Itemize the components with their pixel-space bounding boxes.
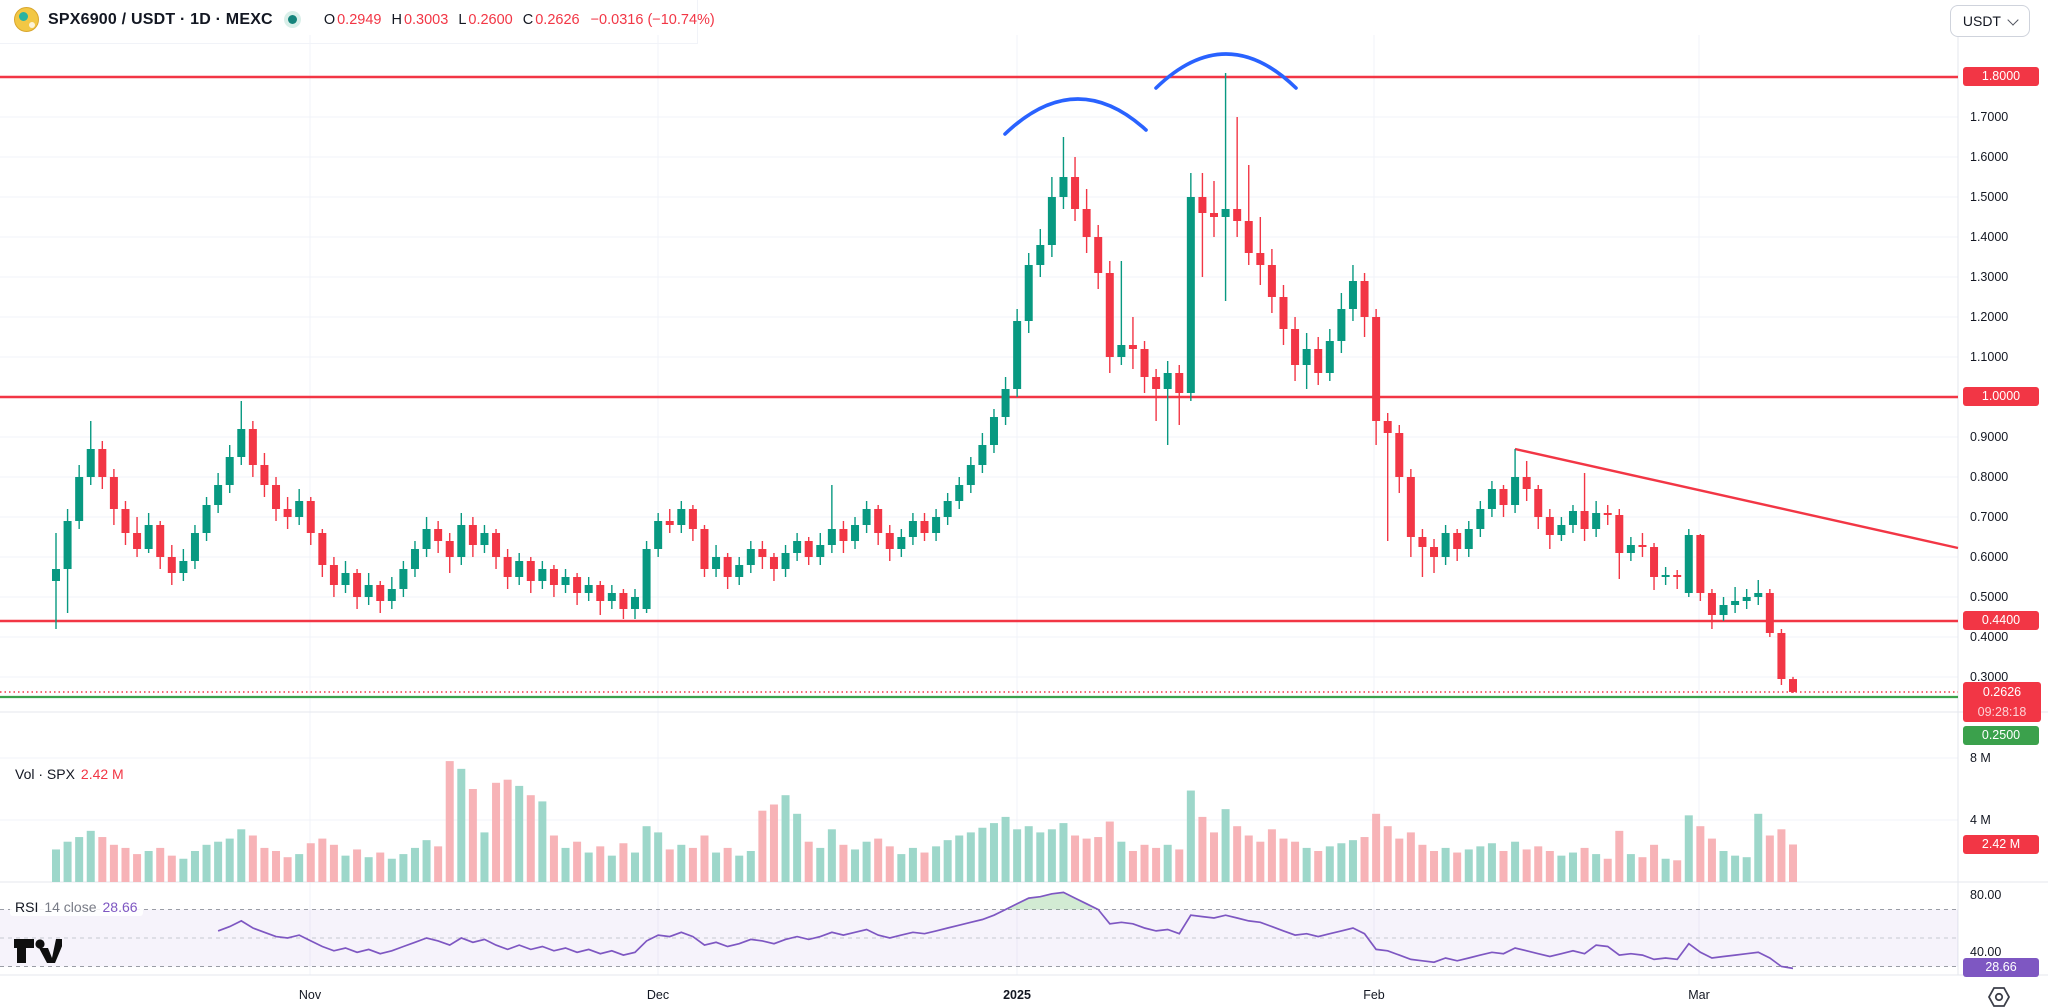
ohlc-item: C 0.2626 (522, 11, 580, 28)
price-axis-tick: 1.5000 (1970, 190, 2009, 204)
volume-legend-value: 2.42 M (80, 766, 124, 782)
symbol-title[interactable]: SPX6900 / USDT · 1D · MEXC (48, 10, 273, 28)
volume-legend-label: Vol · SPX (15, 766, 75, 782)
time-axis-label: Mar (1688, 988, 1710, 1002)
symbol-coin-icon (14, 7, 39, 32)
currency-label: USDT (1962, 13, 2001, 29)
price-axis-tick: 0.7000 (1970, 510, 2009, 524)
legend-region-border (0, 0, 698, 44)
ohlc-item: L 0.2600 (458, 11, 513, 28)
price-axis-tick: 1.2000 (1970, 310, 2009, 324)
rsi-line (217, 891, 1794, 970)
volume-value-badge: 2.42 M (1963, 835, 2039, 854)
time-axis-label: Dec (646, 988, 670, 1002)
rsi-legend-value: 28.66 (102, 899, 138, 915)
rsi-axis-tick: 80.00 (1970, 888, 2002, 903)
rsi-legend-label: RSI (15, 899, 39, 915)
chart-header: SPX6900 / USDT · 1D · MEXC O 0.2949 H 0.300… (14, 7, 715, 32)
ohlc-item: H 0.3003 (391, 11, 449, 28)
rsi-axis-tick: 40.00 (1970, 945, 2002, 960)
exchange-mexc-icon (283, 11, 301, 28)
ohlc-item: O 0.2949 (323, 11, 382, 28)
price-axis-tick: 0.3000 (1970, 670, 2009, 684)
arc-drawing[interactable] (1003, 97, 1148, 136)
ask-level-badge: 0.2500 (1963, 726, 2039, 745)
countdown-timer: 09:28:18 (1977, 704, 2027, 719)
price-level-badge: 0.4400 (1963, 611, 2039, 630)
candles-series (52, 73, 1797, 693)
change-value: −0.0316 (−10.74%) (590, 11, 715, 28)
price-level-badge: 1.8000 (1963, 67, 2039, 86)
arc-drawing[interactable] (1154, 52, 1298, 90)
settings-gear-icon[interactable] (1986, 986, 2012, 1008)
price-axis-tick: 1.3000 (1970, 270, 2009, 284)
price-axis-tick: 1.6000 (1970, 150, 2009, 164)
time-axis-label: 2025 (1003, 988, 1031, 1002)
price-axis-tick: 0.9000 (1970, 430, 2009, 444)
gridlines (0, 35, 1958, 975)
volume-axis-tick: 4 M (1970, 813, 1991, 827)
current-price-badge: 0.2626 09:28:18 (1963, 681, 2041, 722)
price-axis-tick: 0.4000 (1970, 630, 2009, 644)
tradingview-logo[interactable] (12, 936, 62, 966)
rsi-legend[interactable]: RSI 14 close 28.66 (10, 898, 143, 916)
ohlc-values: O 0.2949 H 0.3003 L 0.2600 C 0.2626 (324, 12, 580, 28)
volume-legend[interactable]: Vol · SPX 2.42 M (10, 765, 129, 783)
rsi-value-badge: 28.66 (1963, 958, 2039, 978)
price-level-lines[interactable] (0, 75, 1958, 623)
volume-series (52, 761, 1797, 882)
rsi-legend-params: 14 close (44, 899, 97, 915)
price-axis-tick: 0.6000 (1970, 550, 2009, 564)
price-axis-tick: 0.5000 (1970, 590, 2009, 604)
trendline[interactable] (1514, 447, 1959, 550)
time-axis-label: Nov (298, 988, 322, 1002)
chevron-down-icon (2007, 13, 2019, 26)
price-level-badge: 1.0000 (1963, 387, 2039, 406)
price-axis-tick: 1.4000 (1970, 230, 2009, 244)
currency-dropdown-button[interactable]: USDT (1949, 5, 2030, 37)
price-axis-tick: 1.7000 (1970, 110, 2009, 124)
time-axis-label: Feb (1363, 988, 1385, 1002)
price-axis-tick: 0.8000 (1970, 470, 2009, 484)
price-axis-tick: 1.1000 (1970, 350, 2009, 364)
volume-axis-tick: 8 M (1970, 751, 1991, 765)
